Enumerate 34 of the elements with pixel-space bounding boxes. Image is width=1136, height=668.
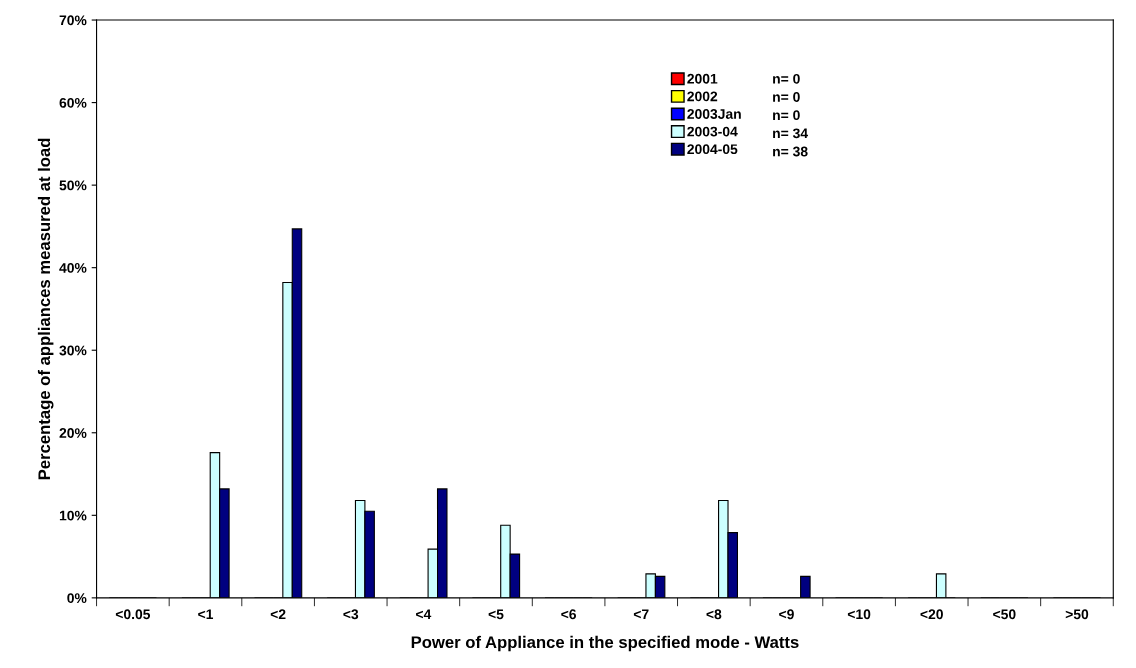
- legend-label: 2003-04: [687, 126, 738, 137]
- legend-label: 2003Jan: [687, 109, 741, 119]
- y-tick-label: 30%: [59, 345, 87, 356]
- x-tick-label: <7: [633, 609, 649, 620]
- x-tick-label: <2: [270, 609, 286, 620]
- x-tick-label: <3: [343, 609, 359, 620]
- x-tick-label: <50: [993, 609, 1016, 620]
- x-tick-label: <4: [416, 609, 432, 620]
- x-axis-title: Power of Appliance in the specified mode - Watts: [411, 635, 799, 652]
- legend-label: 2002: [687, 91, 718, 102]
- x-tick-label: <5: [488, 609, 504, 620]
- x-tick-label: <10: [847, 609, 871, 620]
- annotation: n= 0: [773, 110, 800, 121]
- y-tick-label: 20%: [59, 428, 87, 438]
- annotation: n= 38: [773, 146, 808, 157]
- y-axis-title: Percentage of appliances measured at load: [37, 138, 54, 480]
- y-tick-label: 40%: [59, 263, 87, 273]
- y-tick-label: 60%: [59, 97, 87, 108]
- legend-label: 2004-05: [687, 144, 738, 155]
- x-tick-label: <6: [561, 609, 577, 620]
- x-tick-label: <8: [706, 609, 722, 620]
- y-tick-label: 0%: [67, 593, 87, 604]
- x-tick-label: >50: [1065, 609, 1089, 620]
- annotation: n= 0: [773, 92, 800, 102]
- x-tick-label: <9: [779, 609, 794, 620]
- x-tick-label: <1: [198, 609, 214, 620]
- x-tick-label: <20: [920, 609, 943, 620]
- y-tick-label: 50%: [59, 180, 87, 191]
- x-tick-label: <0.05: [115, 609, 151, 620]
- legend-label: 2001: [687, 73, 718, 84]
- annotation: n= 34: [773, 128, 808, 139]
- y-tick-label: 70%: [59, 15, 87, 26]
- y-tick-label: 10%: [59, 510, 87, 521]
- annotation: n= 0: [773, 73, 800, 84]
